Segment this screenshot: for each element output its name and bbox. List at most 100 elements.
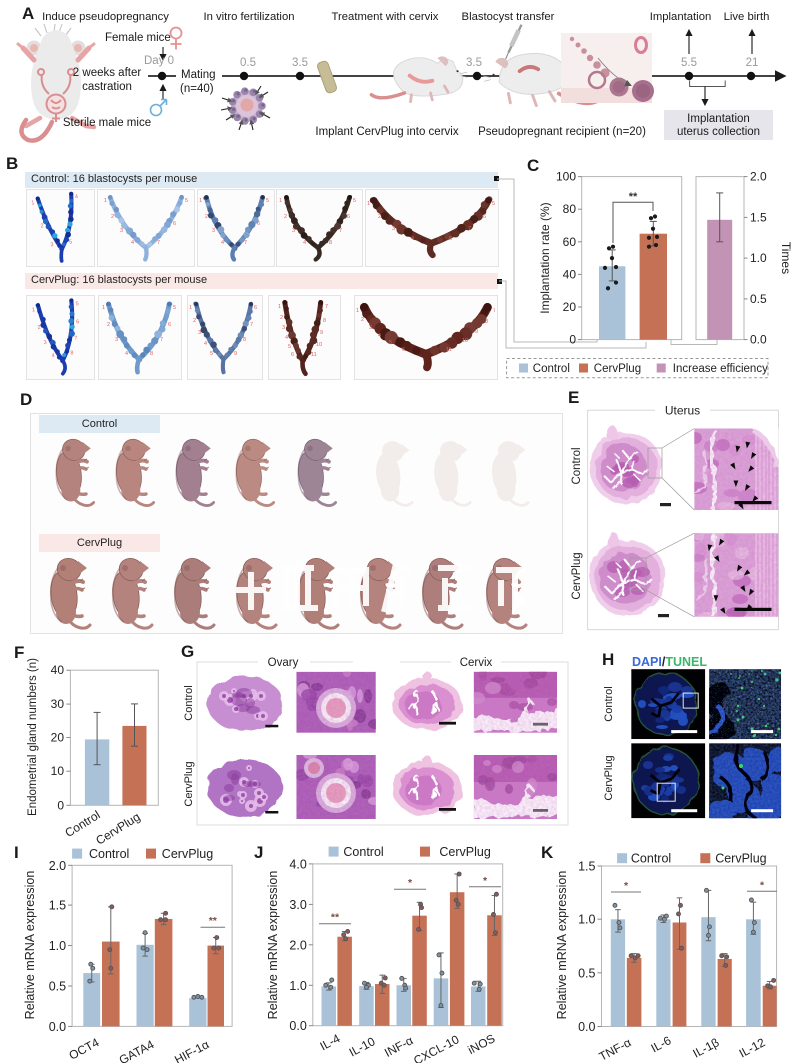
svg-text:1: 1 bbox=[189, 305, 192, 311]
svg-text:2: 2 bbox=[378, 214, 381, 220]
svg-text:Endometrial gland numbers (n): Endometrial gland numbers (n) bbox=[27, 658, 39, 816]
svg-text:IL-10: IL-10 bbox=[347, 1034, 378, 1059]
svg-text:1: 1 bbox=[367, 201, 370, 207]
svg-text:4.0: 4.0 bbox=[289, 857, 306, 871]
svg-text:Ovary: Ovary bbox=[268, 657, 299, 669]
svg-text:Control: Control bbox=[183, 685, 195, 720]
svg-text:5: 5 bbox=[492, 201, 495, 207]
svg-text:CervPlug: CervPlug bbox=[571, 552, 583, 599]
svg-text:1: 1 bbox=[32, 307, 36, 313]
svg-text:5: 5 bbox=[173, 305, 176, 311]
svg-text:11: 11 bbox=[311, 352, 317, 358]
svg-text:1.0: 1.0 bbox=[578, 913, 595, 927]
svg-text:7: 7 bbox=[157, 240, 160, 246]
svg-text:3: 3 bbox=[50, 242, 54, 248]
svg-text:Implantation: Implantation bbox=[687, 113, 750, 125]
svg-text:2 weeks after: 2 weeks after bbox=[73, 67, 142, 79]
svg-text:2: 2 bbox=[107, 322, 110, 328]
svg-text:40: 40 bbox=[51, 663, 65, 677]
svg-text:4: 4 bbox=[221, 240, 224, 246]
svg-text:5: 5 bbox=[288, 344, 291, 350]
svg-text:9: 9 bbox=[320, 330, 323, 336]
svg-text:Cervix: Cervix bbox=[460, 657, 493, 669]
svg-text:1.5: 1.5 bbox=[49, 899, 66, 913]
svg-text:7: 7 bbox=[325, 304, 328, 310]
svg-text:8: 8 bbox=[150, 351, 153, 357]
svg-text:Implant CervPlug into cervix: Implant CervPlug into cervix bbox=[315, 126, 458, 138]
svg-text:3: 3 bbox=[369, 325, 372, 331]
svg-text:1.5: 1.5 bbox=[578, 860, 595, 874]
svg-text:Control: Control bbox=[533, 363, 570, 375]
svg-text:2: 2 bbox=[205, 214, 208, 220]
svg-text:5: 5 bbox=[353, 198, 356, 204]
svg-text:CervPlug: CervPlug bbox=[162, 847, 213, 861]
svg-text:**: ** bbox=[209, 915, 218, 927]
svg-text:8: 8 bbox=[70, 350, 74, 356]
svg-text:8: 8 bbox=[449, 236, 452, 242]
svg-text:Relative mRNA expression: Relative mRNA expression bbox=[555, 871, 569, 1020]
svg-text:DAPI/TUNEL: DAPI/TUNEL bbox=[632, 655, 707, 669]
svg-text:0: 0 bbox=[569, 333, 576, 347]
svg-text:Female mice: Female mice bbox=[105, 32, 171, 44]
svg-text:6: 6 bbox=[257, 221, 260, 227]
svg-text:4: 4 bbox=[285, 335, 288, 341]
svg-text:5.5: 5.5 bbox=[681, 57, 697, 69]
svg-text:5: 5 bbox=[389, 340, 392, 346]
svg-text:11: 11 bbox=[446, 347, 452, 353]
svg-text:CervPlug: CervPlug bbox=[439, 845, 490, 859]
svg-text:Day 0: Day 0 bbox=[144, 55, 174, 67]
svg-text:7: 7 bbox=[493, 308, 495, 314]
svg-text:40: 40 bbox=[563, 267, 577, 281]
svg-text:4: 4 bbox=[125, 351, 128, 357]
svg-text:CXCL-10: CXCL-10 bbox=[411, 1032, 461, 1063]
svg-text:IL-6: IL-6 bbox=[649, 1033, 674, 1055]
svg-text:100: 100 bbox=[556, 170, 576, 184]
svg-text:Relative mRNA expression: Relative mRNA expression bbox=[23, 871, 37, 1020]
svg-text:0: 0 bbox=[57, 798, 64, 812]
svg-text:IL-12: IL-12 bbox=[737, 1035, 768, 1060]
svg-text:8: 8 bbox=[323, 318, 326, 324]
svg-text:5: 5 bbox=[210, 351, 213, 357]
svg-text:3: 3 bbox=[292, 228, 295, 234]
svg-text:IL-4: IL-4 bbox=[318, 1031, 343, 1053]
svg-text:5: 5 bbox=[266, 198, 269, 204]
svg-text:30: 30 bbox=[51, 697, 65, 711]
svg-text:**: ** bbox=[331, 912, 340, 924]
svg-text:2: 2 bbox=[40, 223, 44, 229]
svg-text:6: 6 bbox=[254, 305, 257, 311]
svg-text:Times: Times bbox=[779, 242, 793, 274]
svg-text:0.5: 0.5 bbox=[578, 966, 595, 980]
svg-text:(n=40): (n=40) bbox=[180, 83, 214, 95]
svg-text:1: 1 bbox=[278, 304, 281, 310]
svg-text:3: 3 bbox=[392, 226, 395, 232]
svg-text:3: 3 bbox=[43, 340, 47, 346]
svg-text:*: * bbox=[483, 875, 488, 887]
svg-text:CervPlug: CervPlug bbox=[93, 810, 142, 848]
svg-text:2.0: 2.0 bbox=[49, 859, 66, 873]
svg-text:5: 5 bbox=[75, 301, 79, 307]
svg-text:Control: Control bbox=[343, 845, 383, 859]
svg-text:20: 20 bbox=[563, 300, 577, 314]
svg-text:6: 6 bbox=[402, 347, 405, 353]
svg-text:21: 21 bbox=[746, 57, 759, 69]
svg-text:Blastocyst transfer: Blastocyst transfer bbox=[462, 11, 555, 23]
svg-text:Mating: Mating bbox=[181, 69, 216, 81]
svg-text:6: 6 bbox=[291, 352, 294, 358]
svg-text:10: 10 bbox=[316, 342, 322, 348]
svg-text:7: 7 bbox=[339, 228, 342, 234]
svg-text:0.5: 0.5 bbox=[750, 292, 767, 306]
svg-text:2.0: 2.0 bbox=[289, 938, 306, 952]
svg-text:castration: castration bbox=[82, 81, 132, 93]
svg-text:Control: Control bbox=[571, 447, 583, 484]
svg-text:6: 6 bbox=[76, 319, 80, 325]
svg-text:7: 7 bbox=[468, 226, 471, 232]
svg-text:3: 3 bbox=[198, 330, 201, 336]
svg-text:3: 3 bbox=[282, 325, 285, 331]
svg-text:9: 9 bbox=[475, 329, 478, 335]
svg-text:Induce pseudopregnancy: Induce pseudopregnancy bbox=[42, 11, 169, 23]
svg-text:8: 8 bbox=[329, 240, 332, 246]
svg-text:Implantation rate (%): Implantation rate (%) bbox=[538, 202, 552, 313]
svg-text:0.0: 0.0 bbox=[289, 1019, 306, 1033]
svg-text:1.5: 1.5 bbox=[750, 210, 767, 224]
svg-text:Treatment with cervix: Treatment with cervix bbox=[332, 11, 439, 23]
